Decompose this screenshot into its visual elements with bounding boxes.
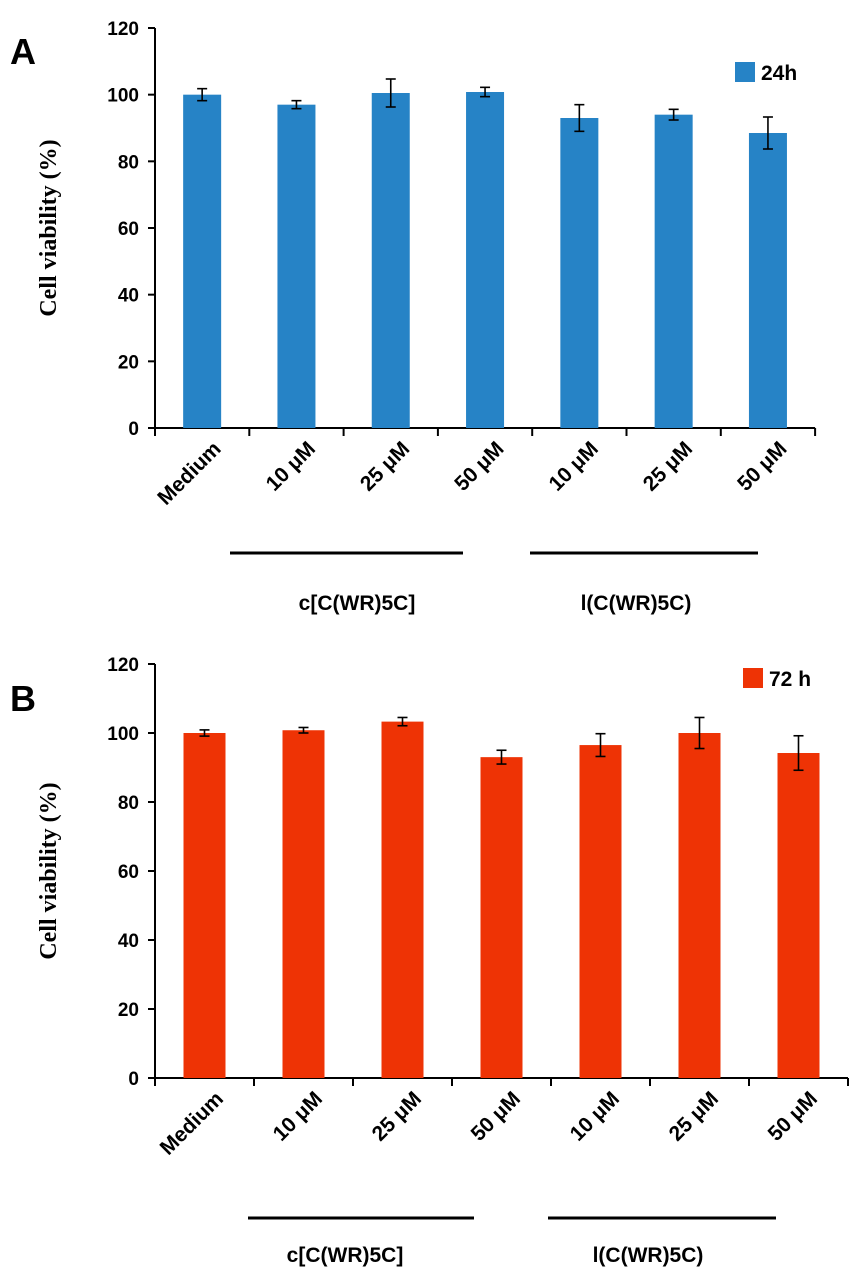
group-label: c[C(WR)5C] — [287, 1244, 404, 1267]
chart-panel-a: 0 20 40 60 80 100 120 Medium 10 μM 25 μM 50 μM 10 μ… — [10, 19, 817, 615]
bar — [466, 92, 505, 428]
y-tick-label: 60 — [118, 862, 139, 883]
panel-label: A — [10, 31, 36, 72]
y-tick-label: 60 — [118, 219, 139, 240]
bar — [777, 753, 820, 1078]
y-tick-label: 20 — [118, 352, 139, 373]
group-label: c[C(WR)5C] — [299, 592, 416, 615]
panel-label: B — [10, 678, 36, 719]
y-tick-label: 40 — [118, 286, 139, 307]
bar — [183, 733, 226, 1078]
y-tick-label: 100 — [107, 724, 139, 745]
y-tick-label: 20 — [118, 1000, 139, 1021]
bar — [654, 114, 693, 429]
y-axis-title: Cell viability (%) — [36, 782, 62, 959]
chart-panel-b: 0 20 40 60 80 100 120 Medium 10 μM 25 μM 50 μM 10 μ… — [10, 655, 849, 1267]
category-label: 25 μM — [368, 1087, 426, 1145]
y-tick-label: 40 — [118, 931, 139, 952]
bar — [560, 118, 599, 428]
category-label: 10 μM — [545, 437, 603, 495]
category-label: 10 μM — [566, 1087, 624, 1145]
y-tick-label: 80 — [118, 152, 139, 173]
y-axis-title: Cell viability (%) — [36, 139, 62, 316]
category-label: 50 μM — [467, 1087, 525, 1145]
category-label: 50 μM — [764, 1087, 822, 1145]
bar — [282, 730, 325, 1078]
bar — [748, 133, 787, 428]
category-label: Medium — [153, 437, 225, 509]
bar — [480, 757, 523, 1078]
legend-swatch — [735, 62, 755, 82]
y-tick-label: 0 — [128, 1069, 139, 1090]
y-tick-label: 100 — [107, 86, 139, 107]
y-tick-label: 0 — [128, 419, 139, 440]
bar — [183, 94, 222, 429]
category-label: 10 μM — [262, 437, 320, 495]
group-label: l(C(WR)5C) — [593, 1244, 704, 1267]
bar — [381, 721, 424, 1078]
bar — [579, 745, 622, 1078]
bar — [277, 104, 316, 429]
legend-label: 72 h — [769, 668, 811, 691]
y-tick-label: 120 — [107, 19, 139, 40]
category-label: 10 μM — [269, 1087, 327, 1145]
legend-label: 24h — [761, 62, 797, 85]
group-label: l(C(WR)5C) — [581, 592, 692, 615]
y-tick-label: 120 — [107, 655, 139, 676]
category-label: 25 μM — [665, 1087, 723, 1145]
category-label: Medium — [156, 1087, 228, 1159]
bar — [678, 733, 721, 1078]
bar — [371, 93, 410, 428]
category-label: 25 μM — [356, 437, 414, 495]
y-tick-label: 80 — [118, 793, 139, 814]
category-label: 50 μM — [733, 437, 791, 495]
category-label: 25 μM — [639, 437, 697, 495]
legend-swatch — [743, 668, 763, 688]
category-label: 50 μM — [450, 437, 508, 495]
